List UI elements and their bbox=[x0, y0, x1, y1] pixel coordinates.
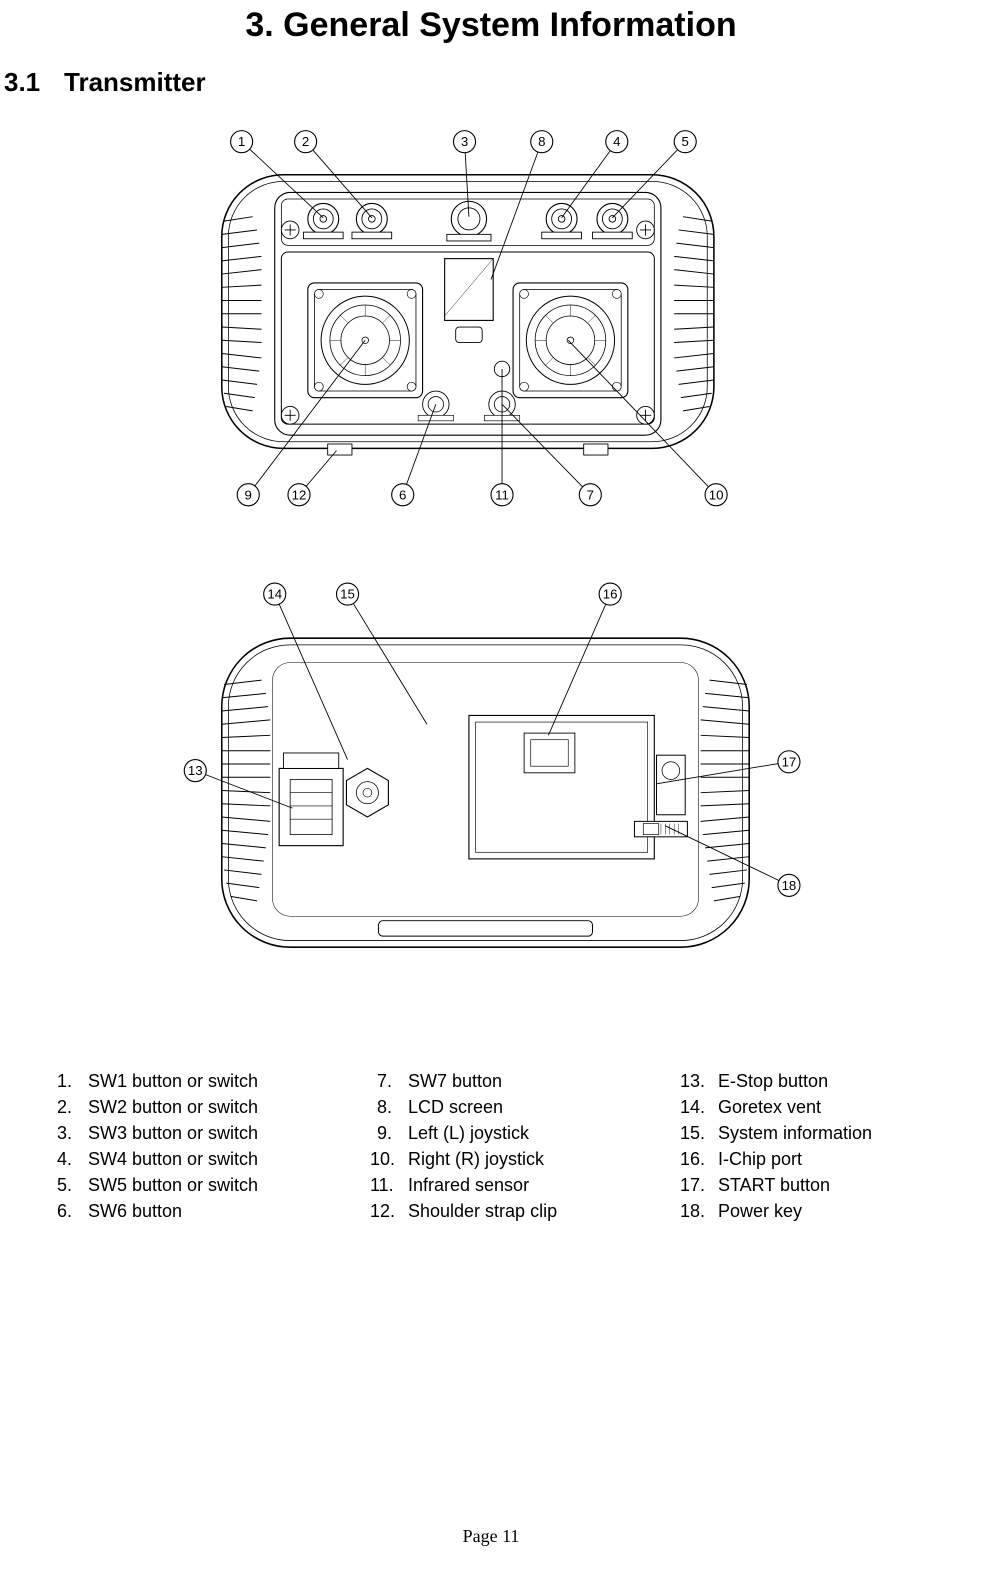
legend-text: Power key bbox=[718, 1198, 930, 1224]
transmitter-diagram: 123845912611710 141516131718 bbox=[20, 112, 962, 1032]
legend-column-2: 7.SW7 button8.LCD screen9.Left (L) joyst… bbox=[370, 1068, 680, 1225]
legend-number: 15. bbox=[680, 1120, 714, 1146]
svg-text:5: 5 bbox=[682, 134, 689, 149]
legend-column-3: 13.E-Stop button14.Goretex vent15.System… bbox=[680, 1068, 930, 1225]
svg-text:16: 16 bbox=[603, 587, 618, 602]
svg-text:15: 15 bbox=[340, 587, 355, 602]
section-number: 3.1 bbox=[4, 67, 64, 98]
legend-text: SW3 button or switch bbox=[88, 1120, 370, 1146]
legend-text: SW2 button or switch bbox=[88, 1094, 370, 1120]
legend-text: SW5 button or switch bbox=[88, 1172, 370, 1198]
legend-number: 18. bbox=[680, 1198, 714, 1224]
legend-column-1: 1.SW1 button or switch2.SW2 button or sw… bbox=[50, 1068, 370, 1225]
legend-text: Goretex vent bbox=[718, 1094, 930, 1120]
section-heading: 3.1 Transmitter bbox=[4, 67, 962, 98]
legend-text: E-Stop button bbox=[718, 1068, 930, 1094]
svg-text:12: 12 bbox=[292, 487, 307, 502]
page-number: Page 11 bbox=[0, 1526, 982, 1547]
svg-text:14: 14 bbox=[267, 587, 282, 602]
legend-number: 4. bbox=[50, 1146, 84, 1172]
legend-number: 13. bbox=[680, 1068, 714, 1094]
legend-number: 1. bbox=[50, 1068, 84, 1094]
legend-number: 11. bbox=[370, 1172, 404, 1198]
top-view bbox=[222, 175, 714, 455]
legend-text: System information bbox=[718, 1120, 930, 1146]
svg-text:1: 1 bbox=[238, 134, 245, 149]
legend-number: 14. bbox=[680, 1094, 714, 1120]
legend-number: 7. bbox=[370, 1068, 404, 1094]
svg-text:4: 4 bbox=[613, 134, 620, 149]
legend-text: SW1 button or switch bbox=[88, 1068, 370, 1094]
svg-text:10: 10 bbox=[709, 487, 724, 502]
legend-number: 10. bbox=[370, 1146, 404, 1172]
legend-text: SW6 button bbox=[88, 1198, 370, 1224]
legend-text: Left (L) joystick bbox=[408, 1120, 680, 1146]
diagram-svg: 123845912611710 141516131718 bbox=[171, 112, 811, 1032]
legend-number: 16. bbox=[680, 1146, 714, 1172]
legend-text: Right (R) joystick bbox=[408, 1146, 680, 1172]
svg-text:2: 2 bbox=[302, 134, 309, 149]
legend-number: 5. bbox=[50, 1172, 84, 1198]
svg-text:9: 9 bbox=[245, 487, 252, 502]
legend-text: SW7 button bbox=[408, 1068, 680, 1094]
svg-text:13: 13 bbox=[188, 763, 203, 778]
legend-number: 3. bbox=[50, 1120, 84, 1146]
legend-number: 9. bbox=[370, 1120, 404, 1146]
legend-text: SW4 button or switch bbox=[88, 1146, 370, 1172]
chapter-title: 3. General System Information bbox=[20, 6, 962, 45]
page: 3. General System Information 3.1 Transm… bbox=[0, 6, 982, 1571]
section-title: Transmitter bbox=[64, 67, 206, 98]
svg-text:8: 8 bbox=[538, 134, 545, 149]
legend-text: Infrared sensor bbox=[408, 1172, 680, 1198]
bottom-view bbox=[222, 638, 749, 947]
legend-text: START button bbox=[718, 1172, 930, 1198]
svg-text:7: 7 bbox=[587, 487, 594, 502]
legend-text: Shoulder strap clip bbox=[408, 1198, 680, 1224]
legend-number: 12. bbox=[370, 1198, 404, 1224]
legend-number: 2. bbox=[50, 1094, 84, 1120]
svg-text:6: 6 bbox=[399, 487, 406, 502]
svg-text:3: 3 bbox=[461, 134, 468, 149]
legend-text: LCD screen bbox=[408, 1094, 680, 1120]
svg-text:11: 11 bbox=[495, 487, 509, 502]
legend: 1.SW1 button or switch2.SW2 button or sw… bbox=[50, 1068, 962, 1225]
legend-number: 8. bbox=[370, 1094, 404, 1120]
legend-text: I-Chip port bbox=[718, 1146, 930, 1172]
legend-number: 6. bbox=[50, 1198, 84, 1224]
legend-number: 17. bbox=[680, 1172, 714, 1198]
svg-text:18: 18 bbox=[782, 878, 797, 893]
svg-text:17: 17 bbox=[782, 754, 797, 769]
